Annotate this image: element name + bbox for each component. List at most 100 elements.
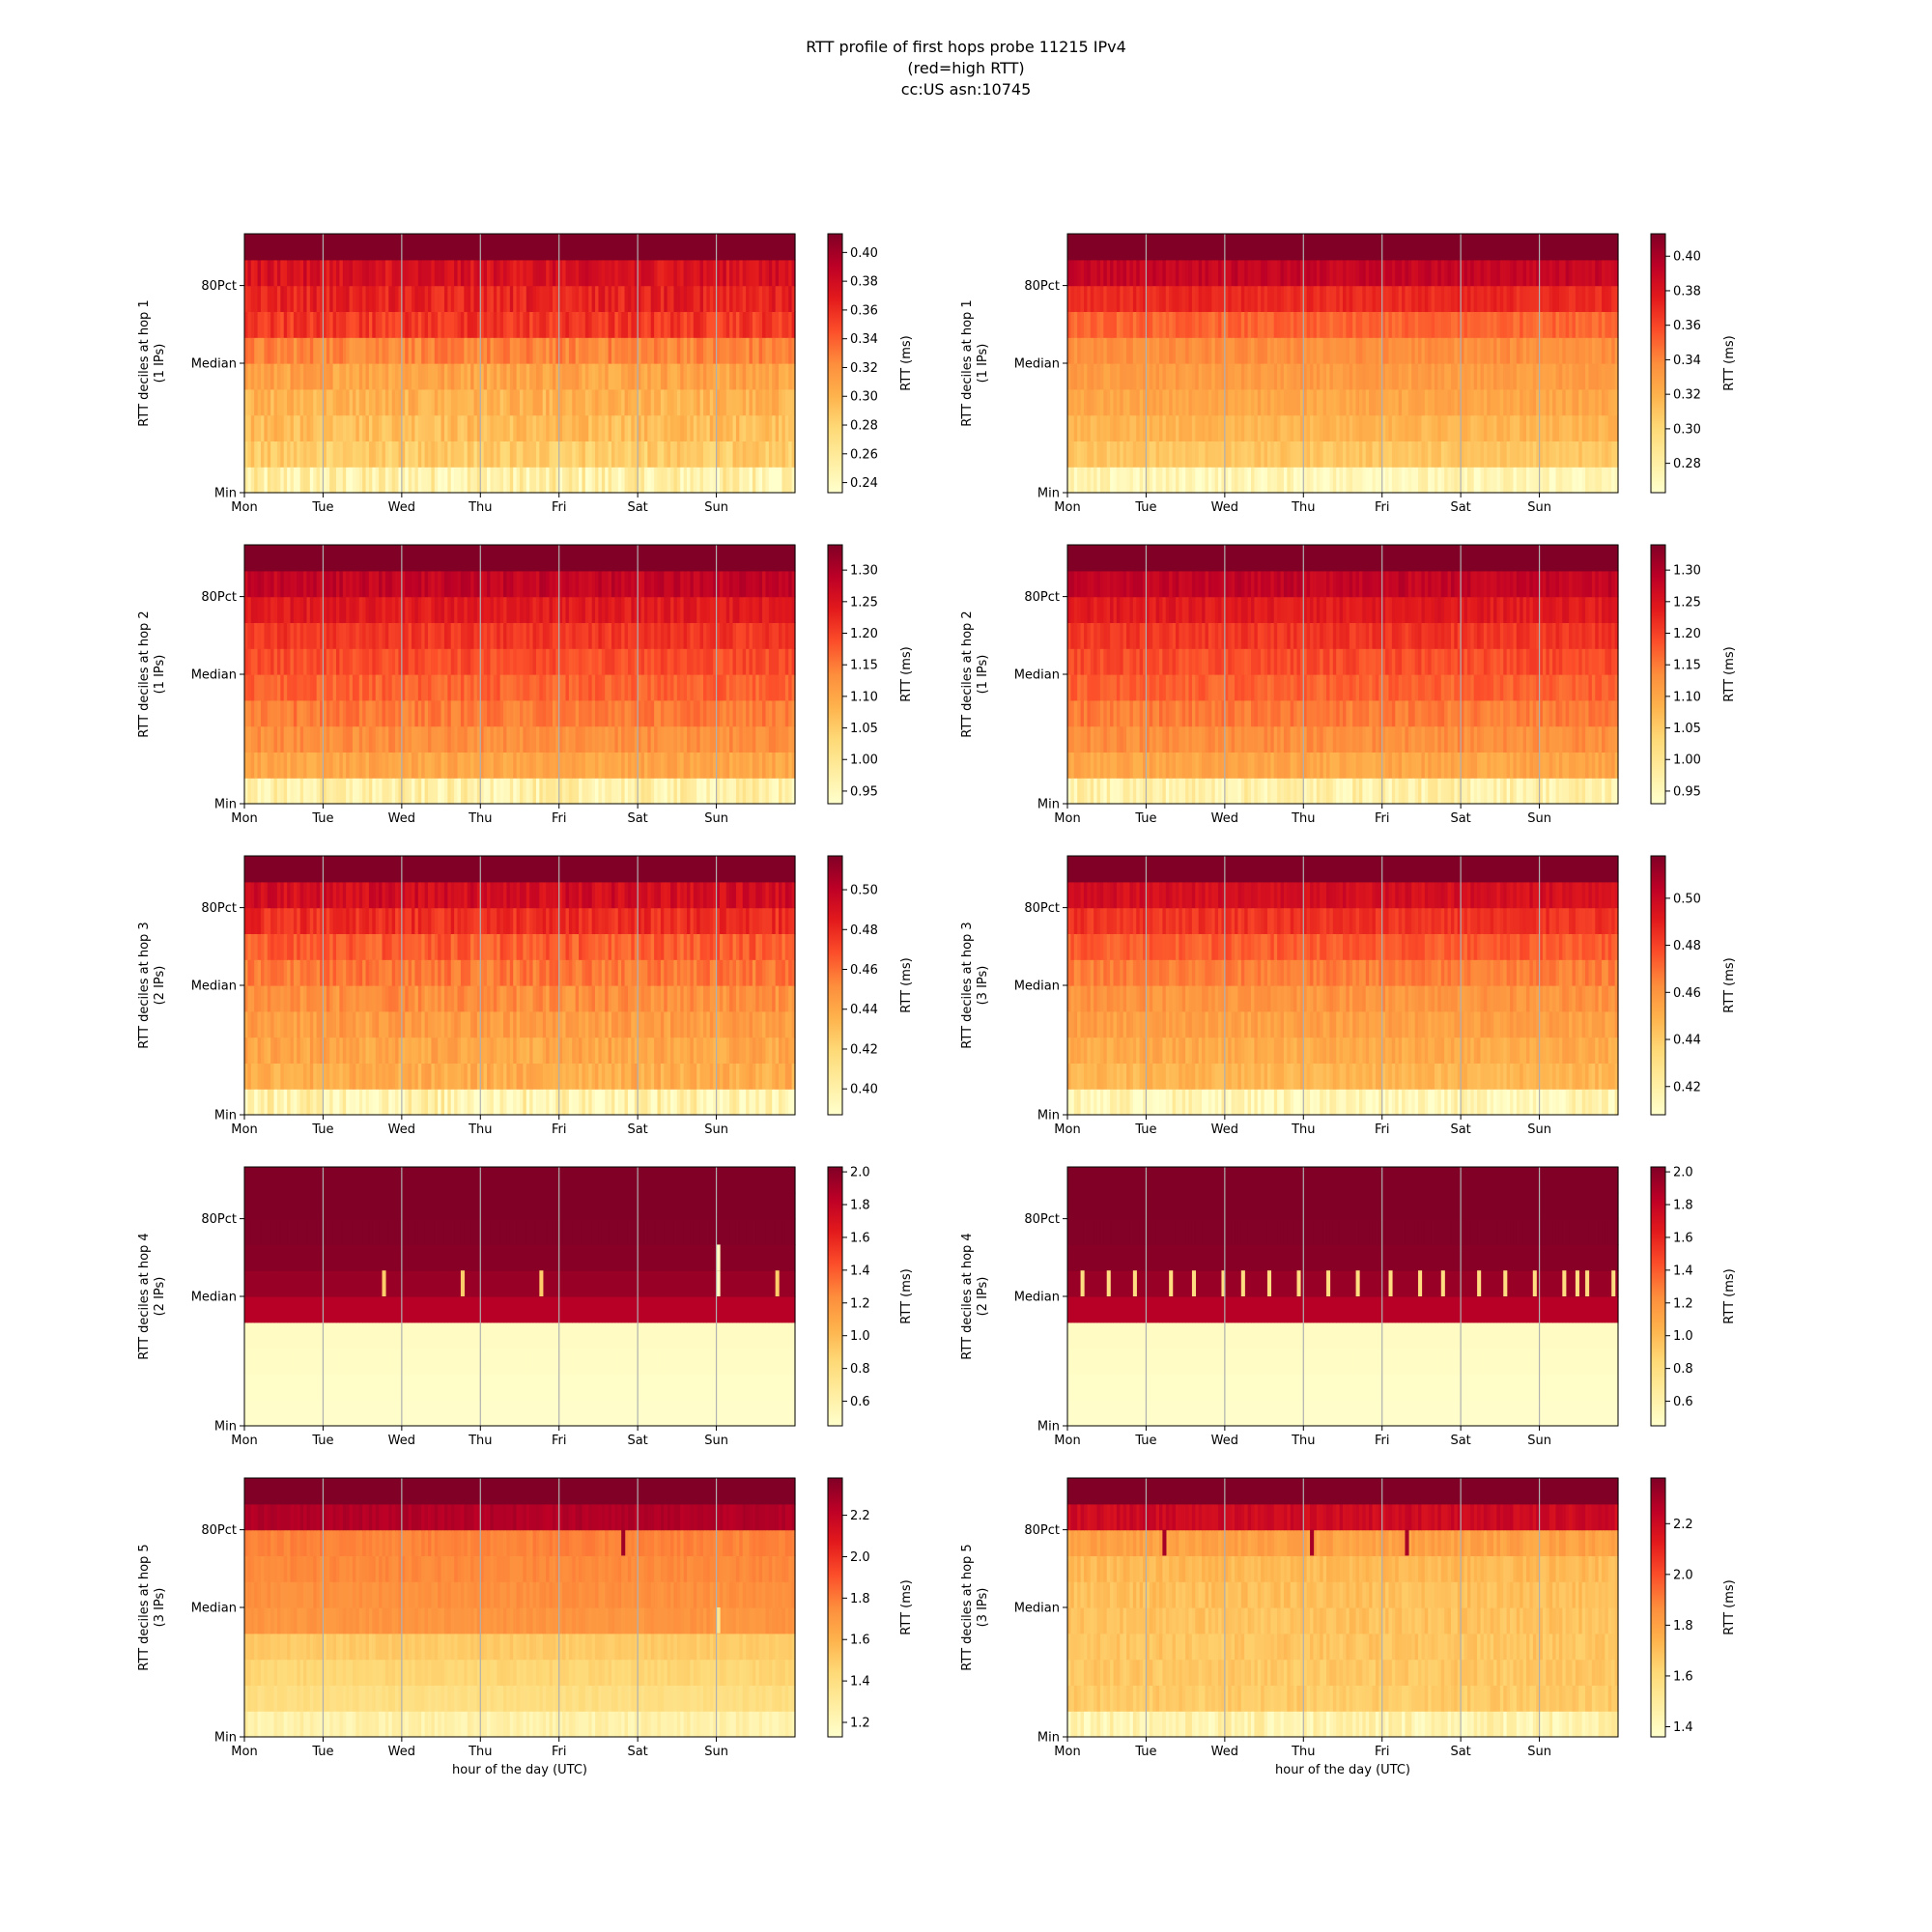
heatmap-cell bbox=[468, 622, 471, 648]
colorbar-tick-label: 0.36 bbox=[1673, 319, 1701, 333]
heatmap-cell bbox=[294, 234, 298, 260]
heatmap-cell bbox=[1185, 467, 1189, 493]
heatmap-cell bbox=[353, 597, 356, 623]
heatmap-cell bbox=[1162, 440, 1166, 467]
heatmap-cell bbox=[247, 415, 251, 441]
heatmap-cell bbox=[376, 363, 380, 389]
heatmap-cell bbox=[1254, 286, 1258, 312]
heatmap-cell bbox=[1277, 440, 1281, 467]
heatmap-cell bbox=[1346, 363, 1350, 389]
heatmap-cell bbox=[1199, 286, 1203, 312]
colorbar-tick-label: 0.28 bbox=[1673, 457, 1701, 471]
heatmap-cell bbox=[454, 260, 458, 286]
heatmap-cell bbox=[385, 622, 389, 648]
heatmap-cell bbox=[614, 648, 618, 674]
heatmap-cell bbox=[536, 415, 540, 441]
heatmap-cell bbox=[673, 389, 677, 415]
heatmap-cell bbox=[661, 389, 665, 415]
heatmap-cell bbox=[1392, 337, 1396, 363]
heatmap-cell bbox=[431, 726, 435, 753]
heatmap-cell bbox=[1520, 440, 1523, 467]
heatmap-cell bbox=[500, 648, 504, 674]
heatmap-cell bbox=[523, 415, 526, 441]
heatmap-cell bbox=[376, 311, 380, 337]
heatmap-cell bbox=[1484, 286, 1488, 312]
heatmap-cell bbox=[317, 389, 321, 415]
heatmap-cell bbox=[1507, 337, 1511, 363]
heatmap-cell bbox=[284, 597, 288, 623]
heatmap-cell bbox=[1336, 286, 1340, 312]
heatmap-cell bbox=[444, 622, 448, 648]
heatmap-cell bbox=[1369, 389, 1373, 415]
heatmap-cell bbox=[546, 752, 550, 778]
heatmap-cell bbox=[329, 467, 333, 493]
heatmap-cell bbox=[753, 311, 756, 337]
heatmap-cell bbox=[317, 363, 321, 389]
heatmap-cell bbox=[569, 700, 573, 726]
heatmap-cell bbox=[409, 648, 412, 674]
heatmap-cell bbox=[720, 597, 724, 623]
heatmap-cell bbox=[1199, 311, 1203, 337]
heatmap-cell bbox=[605, 571, 609, 597]
heatmap-cell bbox=[706, 674, 710, 700]
heatmap-cell bbox=[523, 389, 526, 415]
heatmap-cell bbox=[1428, 467, 1432, 493]
heatmap-cell bbox=[306, 778, 310, 804]
heatmap-cell bbox=[339, 337, 343, 363]
heatmap-cell bbox=[605, 622, 609, 648]
heatmap-cell bbox=[1094, 311, 1097, 337]
heatmap-cell bbox=[765, 726, 769, 753]
heatmap-cell bbox=[651, 363, 655, 389]
heatmap-cell bbox=[1552, 467, 1556, 493]
heatmap-cell bbox=[684, 311, 688, 337]
heatmap-cell bbox=[582, 389, 585, 415]
heatmap-cell bbox=[339, 674, 343, 700]
heatmap-cell bbox=[261, 467, 265, 493]
heatmap-cell bbox=[651, 571, 655, 597]
y-axis-label-line: (1 IPs) bbox=[976, 344, 990, 384]
heatmap-cell bbox=[1244, 286, 1248, 312]
heatmap-cell bbox=[582, 726, 585, 753]
heatmap-cell bbox=[628, 415, 632, 441]
heatmap-cell bbox=[1496, 363, 1500, 389]
heatmap-cell bbox=[247, 752, 251, 778]
heatmap-cell bbox=[409, 778, 412, 804]
heatmap-cell bbox=[317, 260, 321, 286]
heatmap-cell bbox=[490, 752, 494, 778]
heatmap-cell bbox=[1277, 311, 1281, 337]
heatmap-cell bbox=[1369, 337, 1373, 363]
heatmap-cell bbox=[1484, 234, 1488, 260]
heatmap-cell bbox=[1588, 467, 1592, 493]
heatmap-cell bbox=[696, 674, 700, 700]
heatmap-cell bbox=[490, 234, 494, 260]
heatmap-cell bbox=[765, 752, 769, 778]
heatmap-cell bbox=[776, 467, 780, 493]
heatmap-cell bbox=[1543, 363, 1547, 389]
heatmap-cell bbox=[696, 700, 700, 726]
heatmap-cell bbox=[362, 778, 366, 804]
heatmap-cell bbox=[376, 234, 380, 260]
heatmap-cell bbox=[421, 571, 425, 597]
heatmap-cell bbox=[523, 752, 526, 778]
heatmap-cell bbox=[1576, 415, 1579, 441]
heatmap-cell bbox=[628, 726, 632, 753]
heatmap-cell bbox=[582, 286, 585, 312]
heatmap-cell bbox=[329, 337, 333, 363]
heatmap-cell bbox=[468, 363, 471, 389]
heatmap-cell bbox=[1084, 467, 1088, 493]
heatmap-cell bbox=[614, 597, 618, 623]
heatmap-cell bbox=[284, 260, 288, 286]
heatmap-cell bbox=[1599, 363, 1603, 389]
heatmap-cell bbox=[490, 389, 494, 415]
heatmap-cell bbox=[385, 648, 389, 674]
heatmap-cell bbox=[706, 337, 710, 363]
heatmap-cell bbox=[294, 778, 298, 804]
heatmap-cell bbox=[294, 700, 298, 726]
heatmap-cell bbox=[306, 363, 310, 389]
heatmap-cell bbox=[317, 286, 321, 312]
heatmap-cell bbox=[1277, 363, 1281, 389]
heatmap-cell bbox=[261, 648, 265, 674]
heatmap-cell bbox=[788, 286, 792, 312]
heatmap-cell bbox=[247, 467, 251, 493]
heatmap-cell bbox=[753, 622, 756, 648]
